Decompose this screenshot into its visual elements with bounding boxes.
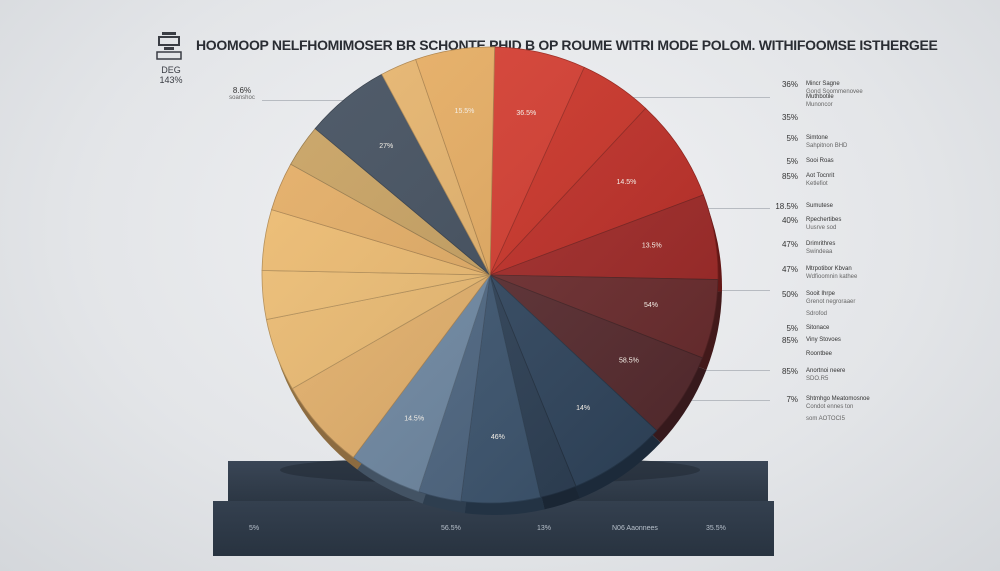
logo: DEG 143%: [154, 30, 188, 85]
pedestal-label: N06 Aaonnees: [612, 525, 658, 532]
side-label-pct: 7%: [786, 395, 798, 404]
side-label-pct: 85%: [781, 336, 798, 345]
side-label-pct: 85%: [781, 172, 798, 181]
side-label-name: Mtrpotibor Kbvan: [806, 266, 852, 272]
side-label-pct: 47%: [781, 265, 798, 274]
pie-slice-label: 54%: [644, 302, 658, 309]
pie-slice-label: 58.5%: [619, 357, 639, 364]
side-label-name: Sooi Roas: [806, 158, 834, 164]
side-label-sub: Ketlefiot: [806, 181, 828, 187]
pie-slice-label: 14.5%: [404, 416, 424, 423]
side-label-sub: Condot ennes ton: [806, 404, 854, 410]
side-label-name: Mincr Sagne: [806, 81, 840, 87]
side-label-name: Aot Tocnrit: [806, 173, 835, 179]
pedestal-label: 56.5%: [441, 525, 461, 532]
side-label-sub: Swindeaa: [806, 249, 833, 255]
side-label-name: Sooit Ihrpe: [806, 291, 836, 297]
pie-slice-label: 14.5%: [617, 179, 637, 186]
leader-line: [700, 370, 770, 371]
side-label-pct: 5%: [786, 157, 798, 166]
side-label-name: Rpechertibes: [806, 217, 842, 223]
side-label-sub: Sahpitnon BHD: [806, 143, 848, 149]
side-label-pct: 35%: [781, 113, 798, 122]
left-annotation-pct: 8.6%: [232, 86, 252, 95]
pedestal-label: 5%: [249, 525, 260, 532]
side-label-pct: 47%: [781, 240, 798, 249]
side-label-sub: Munoncor: [806, 102, 833, 108]
left-annotation-label: soanshoc: [229, 95, 255, 101]
side-label-pct: 40%: [781, 216, 798, 225]
side-label-pct: 18.5%: [775, 202, 798, 211]
pedestal-label: 35.5%: [706, 525, 726, 532]
side-label-name: Muthbotile: [806, 94, 834, 100]
side-label-sub: som AOTOCI5: [806, 416, 845, 422]
side-label-name: Shtmhgo Meatomosnoe: [806, 396, 870, 402]
side-label-pct: 5%: [786, 134, 798, 143]
side-label-sub: Uusrve sod: [806, 225, 837, 231]
leader-line: [715, 290, 770, 291]
leader-line: [695, 208, 770, 209]
side-label-name: Drimrithres: [806, 241, 836, 247]
side-label-pct: 85%: [781, 367, 798, 376]
side-label-sub: Wdfioomnin kathee: [806, 274, 858, 280]
side-label-name: Sitonace: [806, 325, 830, 331]
pie-slice-label: 27%: [379, 143, 393, 150]
side-label-name: Simtone: [806, 135, 829, 141]
logo-text-2: 143%: [159, 75, 183, 85]
side-label-name: Roontbee: [806, 351, 833, 357]
side-label-name: Anortnoi neere: [806, 368, 846, 374]
pie-slice-label: 15.5%: [455, 108, 475, 115]
side-label-name: Sumutese: [806, 203, 834, 209]
pedestal-label: 13%: [537, 525, 552, 532]
side-label-pct: 36%: [781, 80, 798, 89]
side-label-sub: Sdrofod: [806, 311, 828, 317]
left-annotation: 8.6% soanshoc: [212, 86, 272, 101]
pie-labels: 36.5% 14.5% 13.5% 54% 58.5% 14% 46% 14.5% 27% 15.…: [379, 108, 661, 441]
pie-slice-label: 13.5%: [642, 242, 662, 249]
side-label-sub: Gond Soommenovee: [806, 89, 863, 95]
side-label-name: Viny Stovoes: [806, 337, 841, 343]
side-label-pct: 5%: [786, 324, 798, 333]
side-label-sub: Grenot negroraaer: [806, 299, 856, 305]
brand-mark-icon: [156, 32, 182, 60]
pie-slice-label: 14%: [576, 405, 590, 412]
side-label-sub: SDO.R5: [806, 376, 829, 382]
logo-text-1: DEG: [161, 65, 181, 75]
pie-slice-label: 46%: [491, 434, 505, 441]
pie-slice-label: 36.5%: [516, 110, 536, 117]
side-label-pct: 50%: [781, 290, 798, 299]
